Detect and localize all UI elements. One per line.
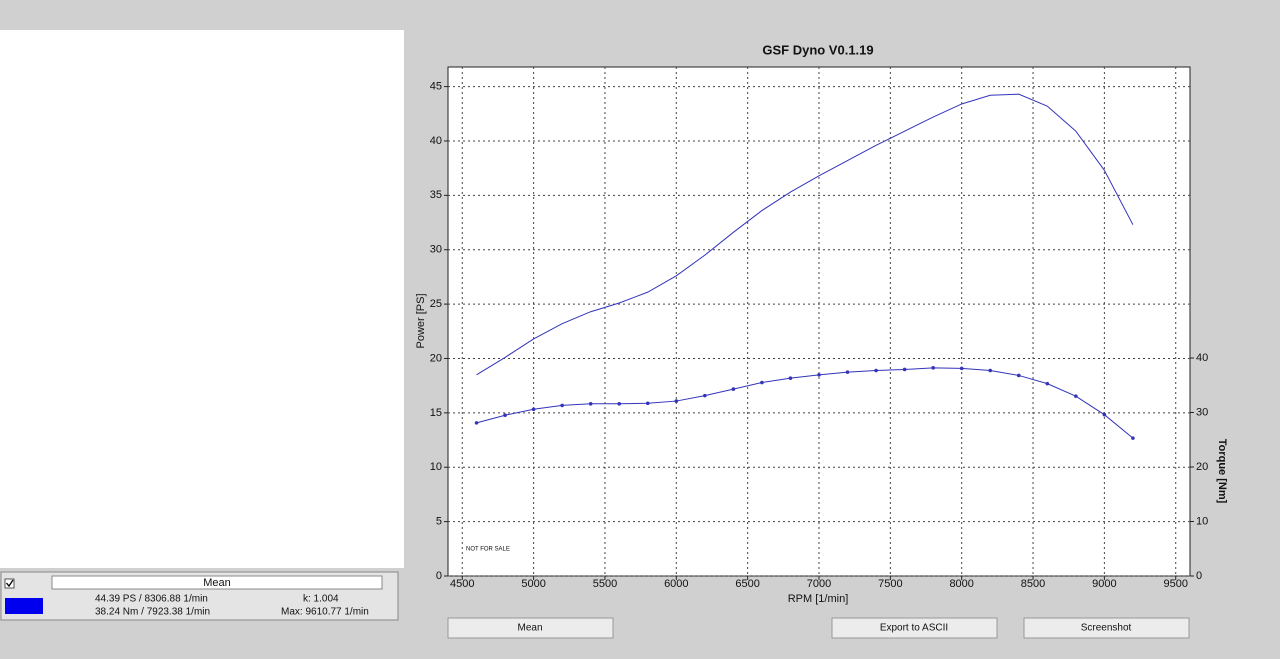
power-max: 44.39 PS / 8306.88 1/min — [95, 594, 208, 605]
button[interactable]: Mean — [447, 617, 614, 639]
chart-title: GSF Dyno V0.1.19 — [762, 42, 873, 57]
x-tick-label: 7500 — [878, 578, 902, 590]
color-swatch[interactable] — [5, 598, 43, 614]
x-tick-label: 8000 — [949, 578, 973, 590]
y-tick-label: 45 — [430, 80, 442, 92]
point — [703, 393, 707, 398]
check-mark — [6, 579, 14, 588]
checkbox[interactable] — [4, 578, 15, 589]
y-tick-label: 15 — [430, 407, 442, 419]
button-label: Export to ASCII — [880, 623, 948, 634]
plot-area — [447, 66, 1191, 577]
y2-tick-label: 40 — [1196, 352, 1208, 364]
x-tick-label: 6000 — [664, 578, 688, 590]
y-tick-label: 5 — [436, 516, 442, 528]
x-tick-label: 7000 — [807, 578, 831, 590]
point — [902, 367, 907, 372]
x-axis-label: RPM [1/min] — [788, 593, 849, 605]
x-tick-label: 5000 — [521, 578, 545, 590]
point — [731, 387, 736, 391]
button[interactable]: Export to ASCII — [831, 617, 998, 639]
x-tick-label: 9000 — [1092, 578, 1116, 590]
name-field-text: Mean — [203, 577, 231, 589]
point — [474, 421, 479, 425]
point — [788, 376, 793, 380]
point — [874, 368, 878, 373]
point — [1074, 394, 1078, 398]
y2-tick-label: 20 — [1196, 461, 1208, 473]
k-factor: k: 1.004 — [303, 594, 339, 605]
point — [959, 366, 964, 371]
point — [503, 413, 507, 418]
point — [988, 368, 993, 373]
rpm-max: Max: 9610.77 1/min — [281, 607, 369, 618]
y-axis-label: Power [PS] — [415, 293, 427, 348]
y-tick-label: 35 — [430, 189, 442, 201]
point — [760, 380, 764, 385]
point — [588, 401, 593, 406]
point — [1016, 373, 1021, 378]
point — [1045, 381, 1050, 386]
annotation: NOT FOR SALE — [466, 547, 510, 553]
point — [931, 366, 935, 370]
point — [817, 373, 821, 377]
x-tick-label: 6500 — [735, 578, 759, 590]
y-tick-label: 25 — [430, 298, 442, 310]
y-tick-label: 30 — [430, 244, 442, 256]
y-tick-label: 40 — [430, 135, 442, 147]
point — [674, 399, 679, 403]
y2-tick-label: 0 — [1196, 570, 1202, 582]
point — [1131, 436, 1135, 440]
button-label: Mean — [517, 623, 542, 634]
x-tick-label: 8500 — [1021, 578, 1045, 590]
button[interactable]: Screenshot — [1023, 617, 1190, 639]
series-line — [476, 93, 1134, 376]
y-tick-label: 10 — [430, 461, 442, 473]
point — [845, 370, 850, 374]
y2-axis-label: Torque [Nm] — [1216, 439, 1228, 504]
point — [645, 401, 650, 406]
x-tick-label: 5500 — [593, 578, 617, 590]
x-tick-label: 9500 — [1163, 578, 1187, 590]
y2-tick-label: 30 — [1196, 406, 1208, 418]
torque-max: 38.24 Nm / 7923.38 1/min — [95, 607, 210, 618]
y-tick-label: 20 — [430, 352, 442, 364]
point — [617, 401, 622, 406]
name-field[interactable] — [51, 575, 383, 590]
y-tick-label: 0 — [436, 570, 442, 582]
point — [1102, 412, 1107, 417]
x-tick-label: 4500 — [450, 578, 474, 590]
y2-tick-label: 10 — [1196, 515, 1208, 527]
point — [560, 403, 564, 408]
series-line — [476, 367, 1134, 439]
button-label: Screenshot — [1081, 623, 1132, 634]
side-panel — [0, 30, 404, 568]
point — [531, 407, 536, 412]
